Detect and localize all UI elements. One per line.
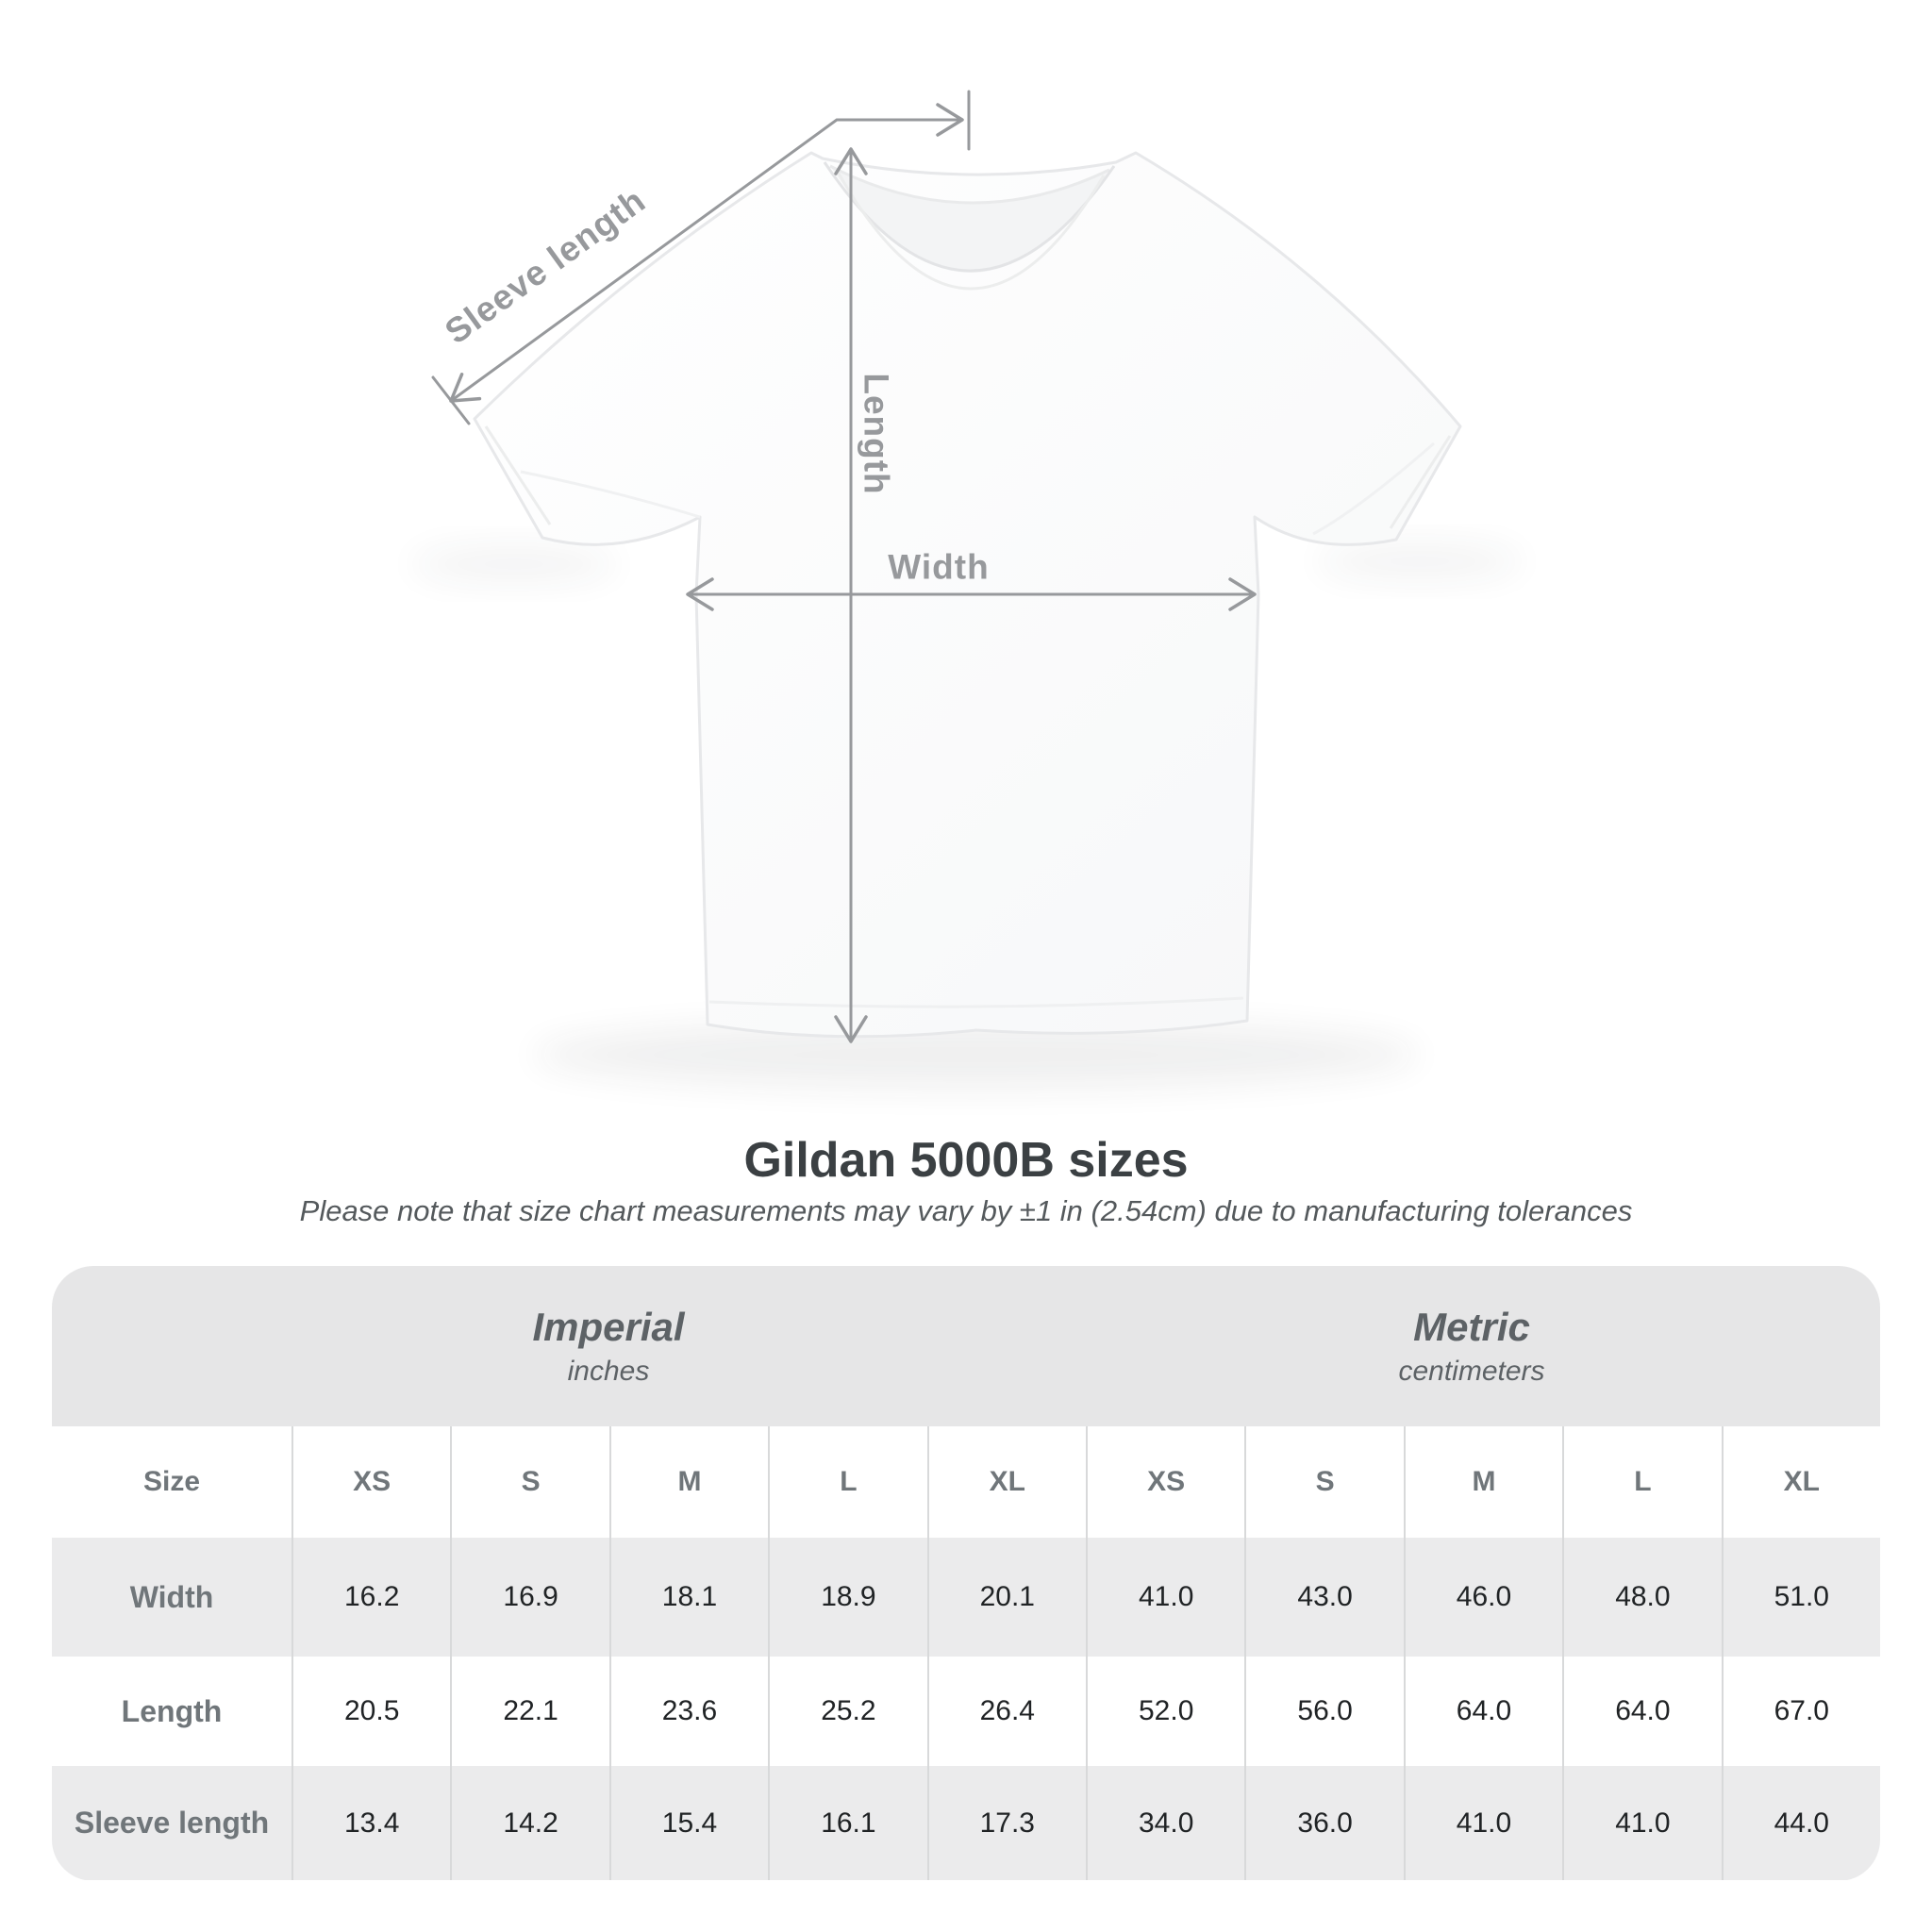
table-value: 41.0 — [1403, 1766, 1563, 1880]
table-value: 13.4 — [291, 1766, 451, 1880]
metric-unit-header: Metric centimeters — [1094, 1266, 1849, 1426]
table-value: 23.6 — [608, 1657, 769, 1766]
column-header: XS — [291, 1426, 451, 1538]
table-value: 48.0 — [1562, 1538, 1722, 1657]
column-header: S — [1244, 1426, 1404, 1538]
table-value: 67.0 — [1721, 1657, 1880, 1766]
table-value: 41.0 — [1562, 1766, 1722, 1880]
corner-header-cell: Size — [52, 1426, 291, 1538]
width-label: Width — [888, 548, 989, 587]
table-value: 18.9 — [768, 1538, 927, 1657]
imperial-unit-header: Imperial inches — [231, 1266, 986, 1426]
tolerance-note: Please note that size chart measurements… — [299, 1194, 1633, 1227]
table-value: 25.2 — [768, 1657, 927, 1766]
row-label: Length — [52, 1657, 291, 1766]
size-table-grid: Size XS S M L XL XS S M L XL Width 16.2 … — [52, 1426, 1880, 1880]
table-value: 64.0 — [1562, 1657, 1722, 1766]
unit-header-band: Imperial inches Metric centimeters — [52, 1266, 1880, 1426]
table-value: 34.0 — [1085, 1766, 1245, 1880]
column-header: M — [1403, 1426, 1563, 1538]
table-value: 51.0 — [1721, 1538, 1880, 1657]
table-value: 44.0 — [1721, 1766, 1880, 1880]
metric-label: Metric — [1413, 1305, 1530, 1349]
tshirt-size-diagram: Sleeve length Length Width — [410, 90, 1524, 1089]
column-header: XL — [926, 1426, 1086, 1538]
imperial-sublabel: inches — [567, 1356, 650, 1387]
sleeve-length-dimension-arrow — [431, 90, 971, 425]
table-value: 64.0 — [1403, 1657, 1563, 1766]
table-value: 22.1 — [450, 1657, 609, 1766]
imperial-label: Imperial — [532, 1305, 685, 1349]
table-value: 52.0 — [1085, 1657, 1245, 1766]
table-value: 17.3 — [926, 1766, 1086, 1880]
table-value: 20.1 — [926, 1538, 1086, 1657]
table-value: 41.0 — [1085, 1538, 1245, 1657]
column-header: XL — [1721, 1426, 1880, 1538]
row-label: Sleeve length — [52, 1766, 291, 1880]
table-value: 36.0 — [1244, 1766, 1404, 1880]
column-header: L — [768, 1426, 927, 1538]
column-header: L — [1562, 1426, 1722, 1538]
table-value: 14.2 — [450, 1766, 609, 1880]
table-value: 18.1 — [608, 1538, 769, 1657]
table-value: 26.4 — [926, 1657, 1086, 1766]
table-value: 46.0 — [1403, 1538, 1563, 1657]
table-value: 43.0 — [1244, 1538, 1404, 1657]
column-header: M — [608, 1426, 769, 1538]
table-value: 56.0 — [1244, 1657, 1404, 1766]
table-value: 16.1 — [768, 1766, 927, 1880]
metric-sublabel: centimeters — [1398, 1356, 1545, 1387]
table-value: 20.5 — [291, 1657, 451, 1766]
column-header: S — [450, 1426, 609, 1538]
length-label: Length — [858, 373, 896, 494]
page-title: Gildan 5000B sizes — [743, 1133, 1189, 1188]
row-label: Width — [52, 1538, 291, 1657]
table-value: 16.9 — [450, 1538, 609, 1657]
size-table: Imperial inches Metric centimeters Size … — [52, 1266, 1880, 1881]
column-header: XS — [1085, 1426, 1245, 1538]
table-value: 16.2 — [291, 1538, 451, 1657]
tshirt-shadow — [410, 542, 1524, 1089]
table-value: 15.4 — [608, 1766, 769, 1880]
